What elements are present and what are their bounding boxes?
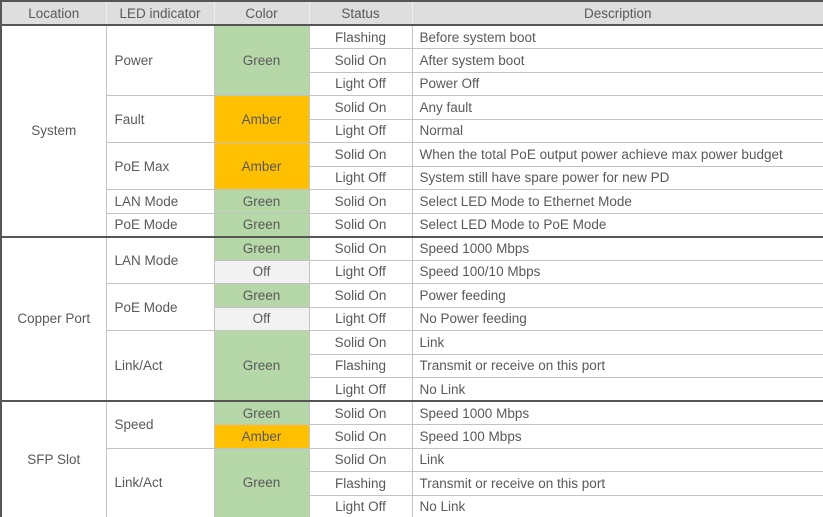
table-row: Link/Act Green Solid On Link	[1, 447, 823, 517]
location-cell: Copper Port	[0, 235, 107, 402]
led-indicator-cell: LAN Mode	[105, 189, 215, 214]
table-row: Flashing Transmit or receive on this port	[1, 471, 823, 496]
status-cell: Solid On	[308, 283, 413, 308]
led-indicator-cell: Link/Act	[105, 447, 215, 517]
description-cell: When the total PoE output power achieve …	[411, 142, 823, 167]
column-header-location: Location	[0, 0, 107, 26]
column-header-description: Description	[411, 0, 823, 26]
status-cell: Solid On	[308, 95, 413, 120]
description-cell: Power feeding	[411, 283, 823, 308]
led-indicator-cell: Power	[105, 24, 215, 96]
led-indicator-cell: PoE Mode	[105, 283, 215, 331]
description-cell: Normal	[411, 118, 823, 143]
table-row: Light Off Power Off	[1, 71, 823, 96]
color-cell: Amber	[213, 424, 310, 449]
color-cell: Green	[213, 235, 310, 261]
table-row: Fault Amber Solid On Any fault	[1, 95, 823, 143]
description-cell: Speed 100/10 Mbps	[411, 259, 823, 284]
status-cell: Solid On	[308, 212, 413, 237]
led-indicator-cell: PoE Mode	[105, 212, 215, 237]
color-cell: Green	[213, 189, 310, 214]
table-row: LAN Mode Green Solid On Select LED Mode to …	[1, 189, 823, 214]
status-cell: Flashing	[308, 471, 413, 496]
status-cell: Solid On	[308, 142, 413, 167]
table-row: SFP Slot Speed Green Solid On Speed 1000 Mbp…	[0, 400, 823, 517]
status-cell: Light Off	[308, 377, 413, 402]
table-body: System Power Green Flashing Before system bo…	[0, 24, 823, 517]
description-cell: System still have spare power for new PD	[411, 165, 823, 190]
led-indicator-cell: Fault	[105, 95, 215, 143]
table-header: Location LED indicator Color Status Descript…	[0, 0, 823, 26]
status-cell: Flashing	[308, 353, 413, 378]
color-cell: Amber	[213, 142, 310, 190]
status-cell: Solid On	[308, 235, 413, 261]
color-cell: Off	[213, 306, 310, 331]
color-cell: Amber	[213, 95, 310, 143]
column-header-color: Color	[213, 0, 310, 26]
table-row: PoE Mode Green Solid On Select LED Mode to …	[1, 212, 823, 237]
status-cell: Solid On	[308, 424, 413, 449]
description-cell: Link	[411, 330, 823, 355]
status-cell: Light Off	[308, 71, 413, 96]
description-cell: No Link	[411, 377, 823, 402]
description-cell: After system boot	[411, 48, 823, 73]
description-cell: Before system boot	[411, 24, 823, 49]
table-row: Light Off System still have spare power f…	[1, 165, 823, 190]
table-row: Off Light Off No Power feeding	[1, 306, 823, 331]
led-indicator-cell: Speed	[105, 400, 215, 449]
description-cell: Select LED Mode to PoE Mode	[411, 212, 823, 237]
led-indicator-cell: PoE Max	[105, 142, 215, 190]
status-cell: Solid On	[308, 48, 413, 73]
description-cell: Transmit or receive on this port	[411, 353, 823, 378]
description-cell: Any fault	[411, 95, 823, 120]
table-row: PoE Max Amber Solid On When the total PoE o…	[1, 142, 823, 190]
table-row: Light Off Normal	[1, 118, 823, 143]
description-cell: Link	[411, 447, 823, 472]
status-cell: Solid On	[308, 189, 413, 214]
table-row: Copper Port LAN Mode Green Solid On Speed 10…	[0, 235, 823, 402]
description-cell: No Link	[411, 494, 823, 517]
description-cell: Transmit or receive on this port	[411, 471, 823, 496]
table-row: Solid On After system boot	[1, 48, 823, 73]
color-cell: Green	[213, 283, 310, 308]
description-cell: Select LED Mode to Ethernet Mode	[411, 189, 823, 214]
table-row: Link/Act Green Solid On Link	[1, 330, 823, 402]
status-cell: Light Off	[308, 306, 413, 331]
description-cell: Speed 1000 Mbps	[411, 400, 823, 425]
status-cell: Light Off	[308, 494, 413, 517]
status-cell: Solid On	[308, 447, 413, 472]
location-cell: SFP Slot	[0, 400, 107, 517]
description-cell: Speed 1000 Mbps	[411, 235, 823, 261]
description-cell: No Power feeding	[411, 306, 823, 331]
table-row: System Power Green Flashing Before system bo…	[0, 24, 823, 237]
status-cell: Light Off	[308, 165, 413, 190]
header-row: Location LED indicator Color Status Descript…	[0, 0, 823, 26]
table-row: Flashing Transmit or receive on this port	[1, 353, 823, 378]
color-cell: Green	[213, 400, 310, 425]
color-cell: Green	[213, 447, 310, 517]
table-row: Light Off No Link	[1, 377, 823, 402]
table-row: Light Off No Link	[1, 494, 823, 517]
status-cell: Light Off	[308, 118, 413, 143]
status-cell: Light Off	[308, 259, 413, 284]
location-cell: System	[0, 24, 107, 237]
table-row: Off Light Off Speed 100/10 Mbps	[1, 259, 823, 284]
column-header-status: Status	[308, 0, 413, 26]
status-cell: Solid On	[308, 400, 413, 425]
color-cell: Green	[213, 24, 310, 96]
color-cell: Off	[213, 259, 310, 284]
status-cell: Flashing	[308, 24, 413, 49]
color-cell: Green	[213, 330, 310, 402]
description-cell: Speed 100 Mbps	[411, 424, 823, 449]
led-indicator-cell: Link/Act	[105, 330, 215, 402]
status-cell: Solid On	[308, 330, 413, 355]
table-row: Amber Solid On Speed 100 Mbps	[1, 424, 823, 449]
description-cell: Power Off	[411, 71, 823, 96]
led-indicator-cell: LAN Mode	[105, 235, 215, 284]
column-header-led: LED indicator	[105, 0, 215, 26]
table-row: PoE Mode Green Solid On Power feeding	[1, 283, 823, 331]
color-cell: Green	[213, 212, 310, 237]
